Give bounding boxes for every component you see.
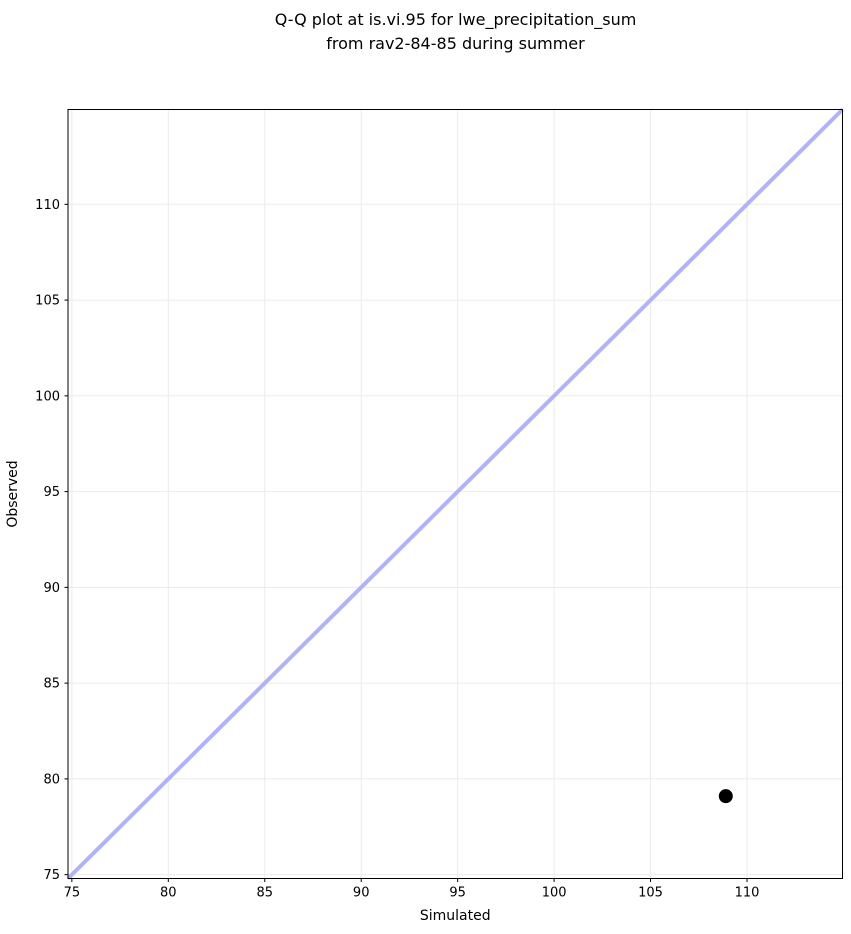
- y-tick-label: 110: [35, 198, 60, 213]
- x-tick-label: 110: [735, 886, 760, 901]
- y-tick-label: 85: [43, 677, 60, 692]
- y-tick-label: 75: [43, 868, 60, 883]
- y-tick-label: 100: [35, 389, 60, 404]
- y-tick-label: 95: [43, 485, 60, 500]
- y-tick-label: 80: [43, 772, 60, 787]
- y-tick-label: 90: [43, 581, 60, 596]
- x-tick-label: 75: [64, 886, 81, 901]
- x-tick-label: 105: [638, 886, 663, 901]
- x-tick-label: 85: [256, 886, 273, 901]
- data-point: [718, 789, 733, 804]
- x-tick-label: 95: [449, 886, 466, 901]
- y-tick-label: 105: [35, 294, 60, 309]
- x-axis-label: Simulated: [420, 908, 491, 924]
- y-axis-label: Observed: [5, 460, 21, 527]
- axes-box: [67, 109, 843, 879]
- x-tick-label: 80: [160, 886, 177, 901]
- x-tick-label: 100: [542, 886, 567, 901]
- identity-line: [66, 108, 844, 880]
- x-tick-label: 90: [353, 886, 370, 901]
